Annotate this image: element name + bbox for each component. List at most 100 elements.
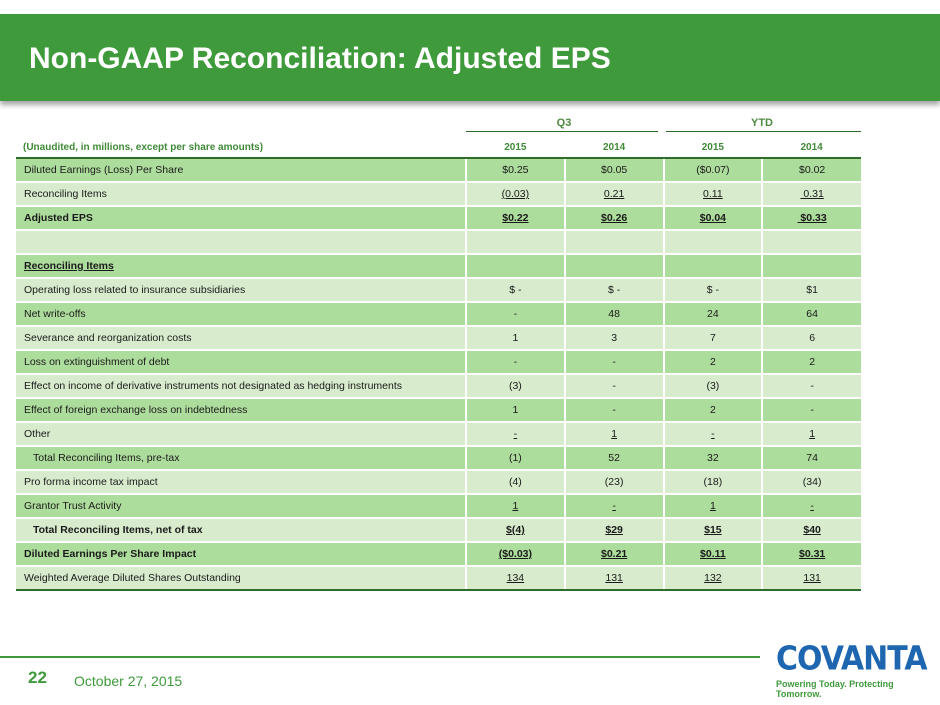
- logo-tagline: Powering Today. Protecting Tomorrow.: [776, 679, 894, 699]
- table-row: Weighted Average Diluted Shares Outstand…: [16, 566, 861, 591]
- cell: 1: [466, 326, 566, 351]
- cell: 1: [564, 422, 665, 447]
- cell: 3: [564, 326, 665, 351]
- table-row: Loss on extinguishment of debt - - 2 2: [16, 350, 861, 375]
- row-label: Diluted Earnings (Loss) Per Share: [16, 158, 467, 183]
- cell: -: [564, 374, 665, 399]
- cell-value: $15: [704, 524, 722, 536]
- row-label: Net write-offs: [16, 302, 467, 327]
- cell: (34): [762, 470, 861, 495]
- cell: [564, 230, 665, 255]
- row-label: Operating loss related to insurance subs…: [16, 278, 467, 303]
- page-number: 22: [28, 668, 47, 687]
- table-row: Adjusted EPS $0.22 $0.26 $0.04 $0.33: [16, 206, 861, 231]
- row-label: Other: [16, 422, 467, 447]
- cell: $0.21: [564, 542, 665, 567]
- cell: [762, 254, 861, 279]
- row-label: Severance and reorganization costs: [16, 326, 467, 351]
- section-heading-text: Reconciling Items: [24, 260, 114, 272]
- cell-value: 0.31: [800, 188, 824, 200]
- cell: 24: [663, 302, 764, 327]
- row-label: Reconciling Items: [16, 182, 467, 207]
- cell: $0.02: [762, 158, 861, 183]
- cell: $0.11: [663, 542, 764, 567]
- table-row-spacer: [16, 230, 861, 255]
- cell-value: $0.21: [600, 548, 628, 560]
- cell: 0.31: [762, 182, 861, 207]
- cell: (3): [663, 374, 764, 399]
- header-ytd-2015: 2015: [663, 138, 763, 159]
- ytd-group-underline: [666, 131, 861, 132]
- row-label: [16, 230, 467, 255]
- cell: [564, 254, 665, 279]
- cell-value: 134: [506, 572, 525, 584]
- cell: 134: [466, 566, 566, 591]
- table-row: Effect on income of derivative instrumen…: [16, 374, 861, 399]
- cell: 6: [762, 326, 861, 351]
- cell: -: [466, 302, 566, 327]
- cell: -: [762, 494, 861, 519]
- cell-value: $(4): [506, 524, 525, 536]
- cell: $ -: [663, 278, 764, 303]
- cell: -: [762, 374, 861, 399]
- row-label: Adjusted EPS: [16, 206, 467, 231]
- cell: (18): [663, 470, 764, 495]
- cell: $0.22: [466, 206, 566, 231]
- table-row: Reconciling Items (0.03) 0.21 0.11 0.31: [16, 182, 861, 207]
- table-row: Diluted Earnings (Loss) Per Share $0.25 …: [16, 158, 861, 183]
- cell: 32: [663, 446, 764, 471]
- table-row: Pro forma income tax impact (4) (23) (18…: [16, 470, 861, 495]
- cell: (0.03): [466, 182, 566, 207]
- cell: (3): [466, 374, 566, 399]
- cell-value: ($0.03): [498, 548, 533, 560]
- cell: $0.31: [762, 542, 861, 567]
- table-row: Severance and reorganization costs 1 3 7…: [16, 326, 861, 351]
- cell: -: [466, 350, 566, 375]
- cell-value: 1: [709, 500, 716, 512]
- cell: $ -: [466, 278, 566, 303]
- table-row: Net write-offs - 48 24 64: [16, 302, 861, 327]
- cell: -: [762, 398, 861, 423]
- ytd-group-label: YTD: [751, 117, 773, 129]
- cell: 2: [663, 398, 764, 423]
- cell: 1: [663, 494, 764, 519]
- cell: -: [663, 422, 764, 447]
- row-label: Diluted Earnings Per Share Impact: [16, 542, 467, 567]
- cell: 132: [663, 566, 764, 591]
- cell-value: 131: [605, 572, 623, 584]
- cell: $15: [663, 518, 764, 543]
- cell: 1: [466, 494, 566, 519]
- cell: 0.11: [663, 182, 764, 207]
- slide-title: Non-GAAP Reconciliation: Adjusted EPS: [29, 42, 611, 75]
- row-label: Reconciling Items: [16, 254, 467, 279]
- cell-value: -: [612, 500, 616, 512]
- cell-value: $0.11: [700, 548, 726, 560]
- cell: $1: [762, 278, 861, 303]
- table-row: Operating loss related to insurance subs…: [16, 278, 861, 303]
- cell: $0.05: [564, 158, 665, 183]
- cell: $ -: [564, 278, 665, 303]
- cell: 64: [762, 302, 861, 327]
- cell: $0.26: [564, 206, 665, 231]
- cell: [466, 230, 566, 255]
- table-row: Total Reconciling Items, pre-tax (1) 52 …: [16, 446, 861, 471]
- title-bar: Non-GAAP Reconciliation: Adjusted EPS: [0, 14, 940, 101]
- footer-divider: [0, 656, 760, 658]
- table-row: Grantor Trust Activity 1 - 1 -: [16, 494, 861, 519]
- table-row: Effect of foreign exchange loss on indeb…: [16, 398, 861, 423]
- header-q3-2015: 2015: [466, 138, 565, 159]
- cell-value: 1: [809, 428, 816, 440]
- cell: 2: [663, 350, 764, 375]
- row-label: Effect on income of derivative instrumen…: [16, 374, 467, 399]
- cell-value: $29: [605, 524, 623, 536]
- cell-value: 132: [704, 572, 722, 584]
- cell: (4): [466, 470, 566, 495]
- table-row: Other - 1 - 1: [16, 422, 861, 447]
- cell: 48: [564, 302, 665, 327]
- cell-value: $0.22: [502, 212, 529, 224]
- cell: $29: [564, 518, 665, 543]
- row-label: Weighted Average Diluted Shares Outstand…: [16, 566, 467, 591]
- header-label: (Unaudited, in millions, except per shar…: [16, 138, 466, 159]
- header-q3-2014: 2014: [564, 138, 664, 159]
- cell: -: [564, 494, 665, 519]
